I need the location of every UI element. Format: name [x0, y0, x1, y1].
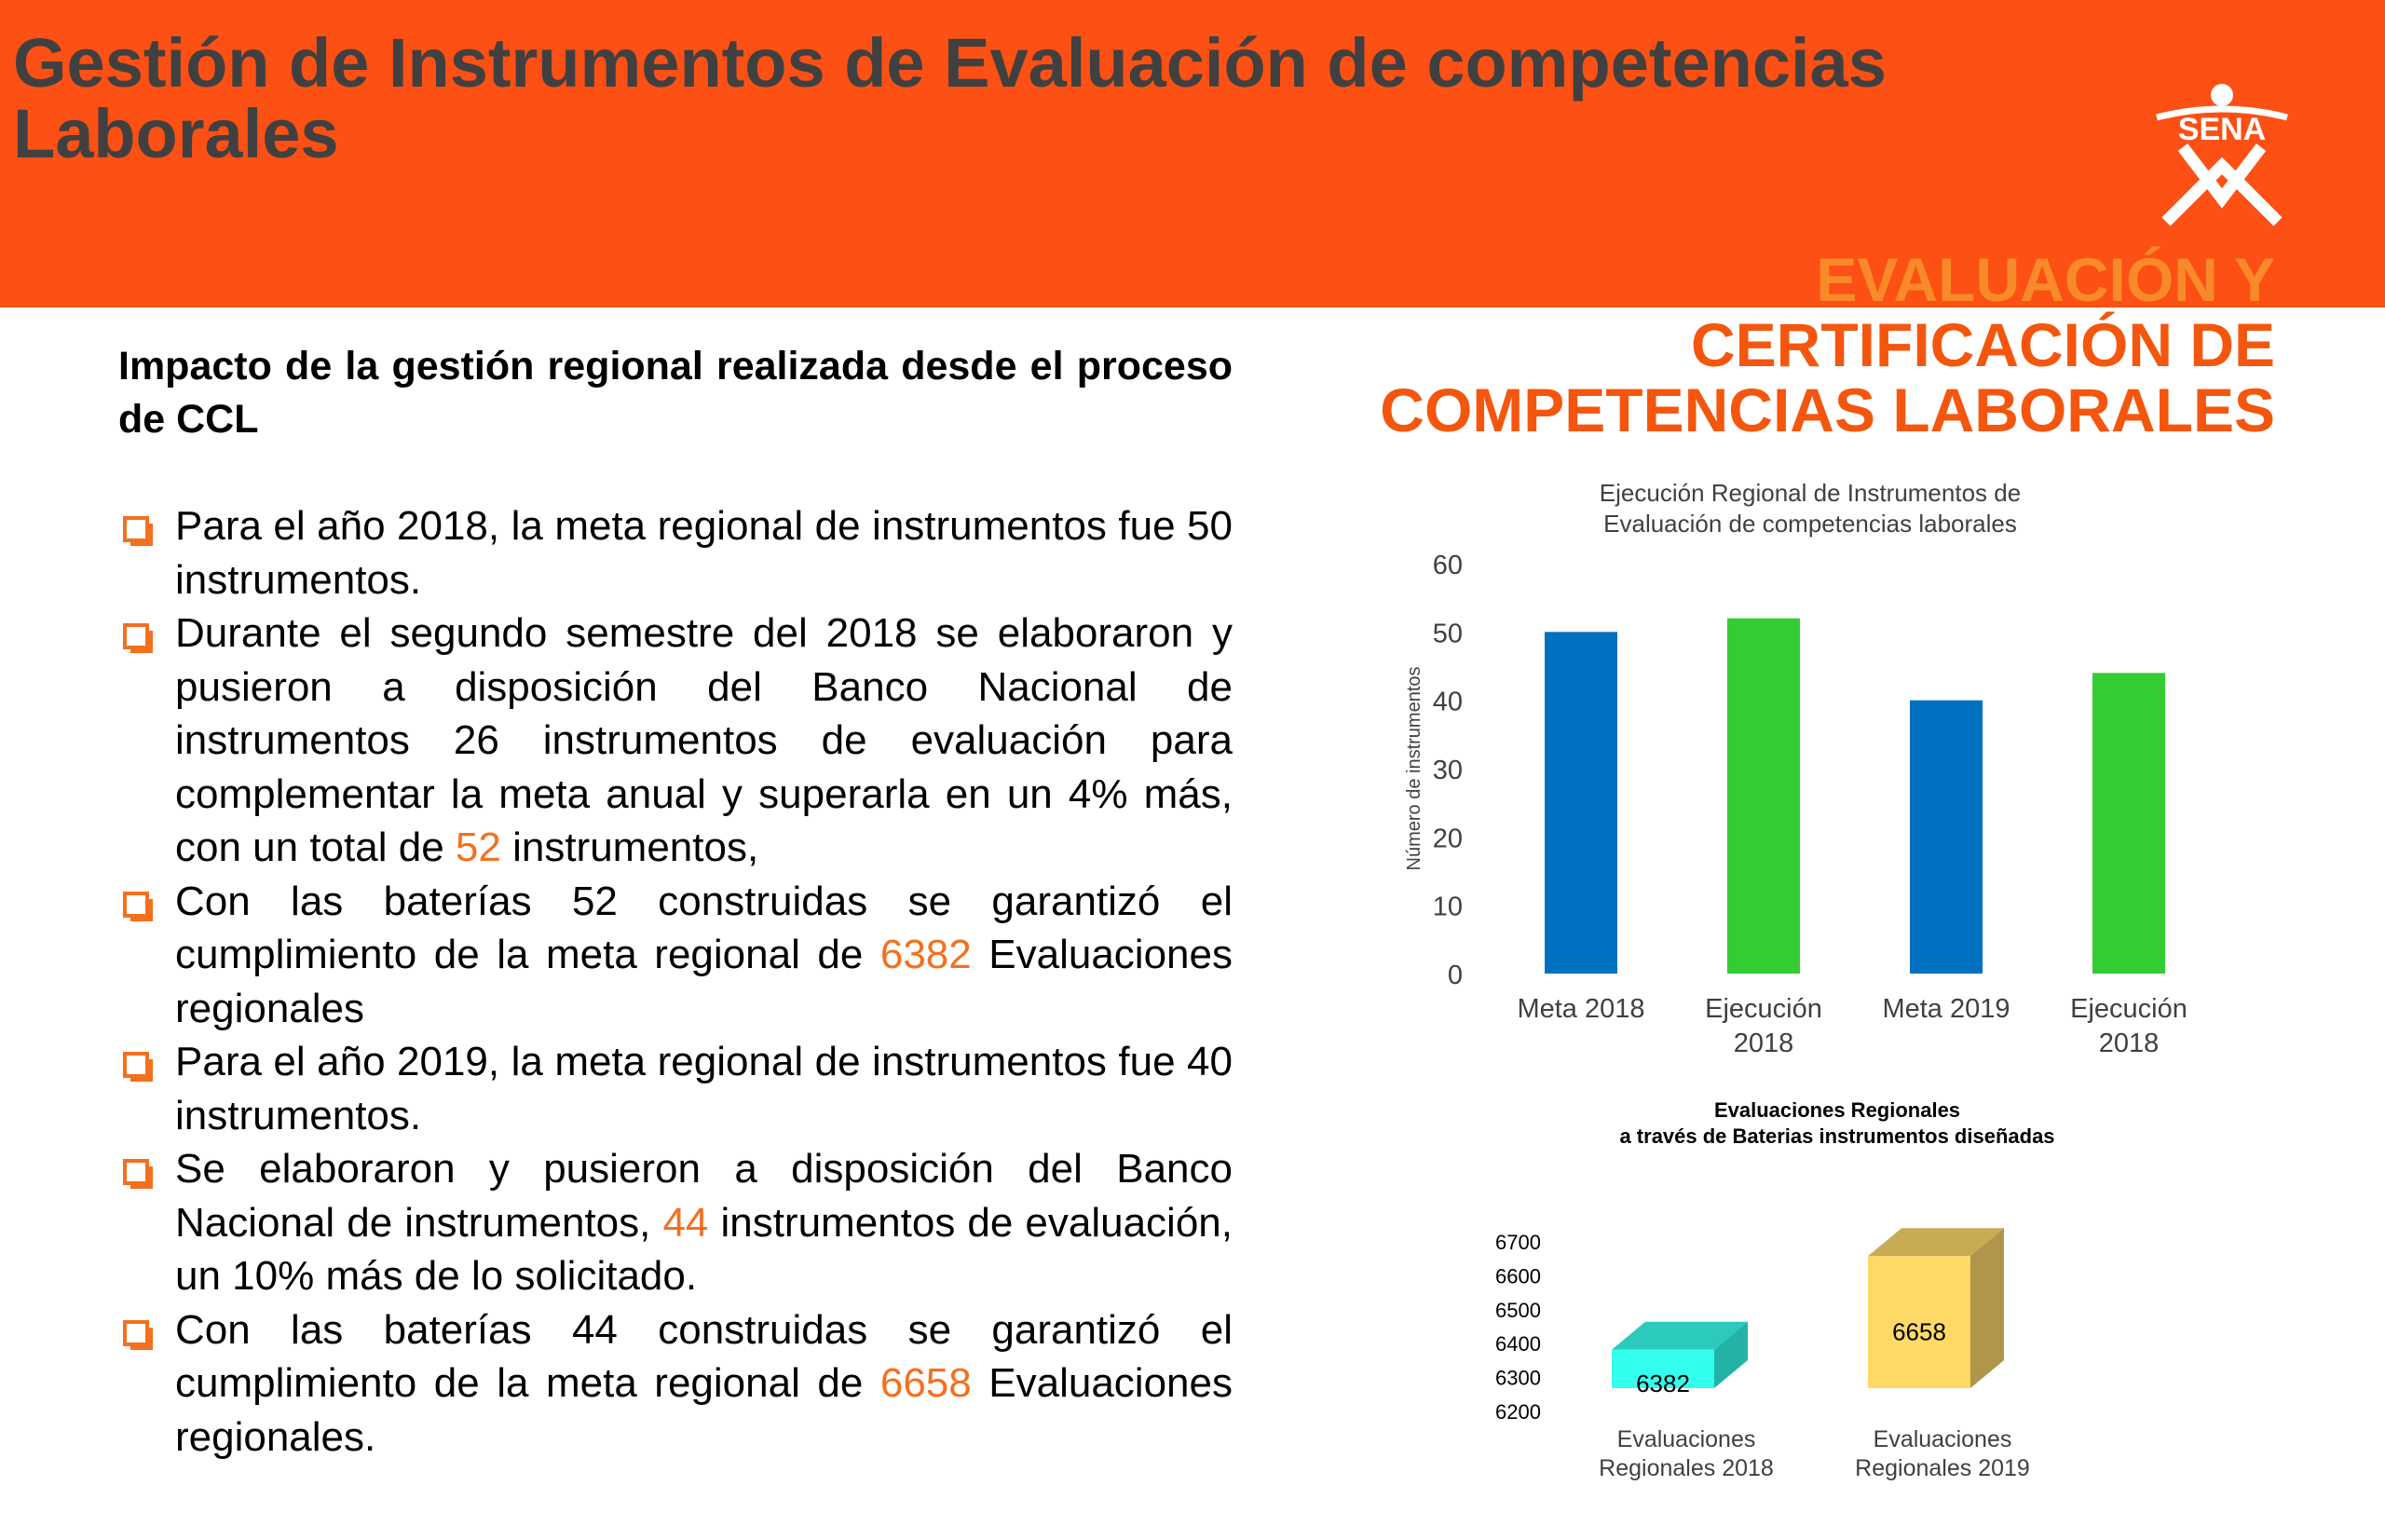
data-label: 6658: [1892, 1317, 1946, 1345]
bar: [1727, 618, 1800, 974]
checkbox-bullet-icon: [123, 623, 153, 653]
bar: [2092, 673, 2165, 974]
bullet-text: Durante el segundo semestre del 2018 se …: [175, 610, 1233, 870]
bar: [1612, 1349, 1714, 1388]
bullet-text: Evaluaciones regionales.: [175, 1360, 1233, 1460]
y-tick-label: 20: [1433, 824, 1463, 853]
y-tick-label: 6200: [1495, 1400, 1541, 1424]
x-tick-label: Ejecución: [1705, 994, 1822, 1024]
svg-text:SENA: SENA: [2178, 112, 2266, 147]
chart-title: a través de Baterias instrumentos diseña…: [1619, 1124, 2054, 1148]
bar-top: [1868, 1228, 2004, 1257]
impact-heading: Impacto de la gestión regional realizada…: [118, 344, 1233, 442]
highlight-number: 44: [662, 1199, 709, 1246]
bar-side: [1714, 1321, 1748, 1388]
bullet-item: Se elaboraron y pusieron a disposición d…: [118, 1142, 1233, 1303]
x-tick-label: Meta 2019: [1882, 994, 2010, 1024]
x-tick-label: 2018: [1734, 1029, 1794, 1058]
bar: [1545, 632, 1617, 974]
impact-text-block: Impacto de la gestión regional realizada…: [118, 340, 1233, 1464]
page-title: Gestión de Instrumentos de Evaluación de…: [13, 24, 1887, 172]
x-tick-label: Ejecución: [2070, 994, 2187, 1024]
sena-logo: SENA: [2156, 84, 2288, 226]
y-tick-label: 40: [1433, 688, 1463, 717]
section-title: EVALUACIÓN Y CERTIFICACIÓN DE COMPETENCI…: [1380, 247, 2275, 443]
y-tick-label: 6600: [1495, 1264, 1541, 1288]
chart-title: Evaluación de competencias laborales: [1603, 510, 2017, 538]
y-tick-label: 60: [1433, 551, 1463, 580]
bullet-text: Se elaboraron y pusieron a disposición d…: [175, 1146, 1233, 1246]
x-tick-label: Regionales 2019: [1855, 1455, 2030, 1481]
bar: [1910, 700, 1983, 974]
y-tick-label: 6300: [1495, 1367, 1541, 1390]
checkbox-bullet-icon: [123, 516, 153, 546]
checkbox-bullet-icon: [123, 891, 153, 921]
y-tick-label: 0: [1448, 961, 1463, 990]
y-tick-label: 6400: [1495, 1332, 1541, 1356]
bar-top: [1612, 1321, 1748, 1350]
bullet-text: Para el año 2018, la meta regional de in…: [175, 503, 1233, 603]
x-tick-label: Meta 2018: [1517, 994, 1644, 1024]
x-tick-label: Evaluaciones: [1617, 1426, 1756, 1452]
chart-title: Ejecución Regional de Instrumentos de: [1600, 479, 2021, 507]
bullet-item: Para el año 2018, la meta regional de in…: [118, 499, 1233, 606]
y-tick-label: 10: [1433, 893, 1463, 922]
header-banner: Gestión de Instrumentos de Evaluación de…: [0, 0, 2385, 307]
section-title-line2: CERTIFICACIÓN DE: [1691, 310, 2275, 379]
checkbox-bullet-icon: [123, 1052, 153, 1082]
bullet-text: instrumentos,: [500, 825, 759, 870]
checkbox-bullet-icon: [123, 1159, 153, 1189]
x-tick-label: Regionales 2018: [1599, 1455, 1774, 1481]
checkbox-bullet-icon: [123, 1319, 153, 1350]
section-title-line3: COMPETENCIAS LABORALES: [1380, 375, 2275, 444]
highlight-number: 6658: [879, 1360, 972, 1406]
y-tick-label: 50: [1433, 619, 1463, 648]
y-axis-label: Número de instrumentos: [1404, 667, 1424, 871]
section-title-line1: EVALUACIÓN Y: [1816, 245, 2275, 314]
bullet-text: Con las baterías 44 construidas se garan…: [175, 1306, 1233, 1407]
bullet-text: Para el año 2019, la meta regional de in…: [175, 1039, 1233, 1138]
data-label: 6382: [1636, 1370, 1690, 1397]
highlight-number: 6382: [879, 932, 972, 977]
y-tick-label: 6700: [1495, 1231, 1541, 1254]
bullet-item: Para el año 2019, la meta regional de in…: [118, 1035, 1233, 1142]
bullet-text: instrumentos de evaluación, un 10% más d…: [175, 1199, 1233, 1300]
x-tick-label: 2018: [2099, 1029, 2160, 1058]
y-tick-label: 6500: [1495, 1299, 1541, 1322]
bar-side: [1970, 1228, 2004, 1388]
y-tick-label: 30: [1433, 756, 1463, 785]
chart-title: Evaluaciones Regionales: [1714, 1098, 1960, 1122]
bullet-list: Para el año 2018, la meta regional de in…: [118, 499, 1233, 1464]
bullet-text: Con las baterías 52 construidas se garan…: [175, 878, 1233, 978]
bullet-item: Con las baterías 44 construidas se garan…: [118, 1303, 1233, 1465]
bullet-item: Durante el segundo semestre del 2018 se …: [118, 606, 1233, 875]
bullet-item: Con las baterías 52 construidas se garan…: [118, 875, 1233, 1036]
bullet-text: Evaluaciones regionales: [175, 932, 1233, 1031]
instrument-execution-chart: Ejecución Regional de Instrumentos de Eva…: [1404, 479, 2187, 1058]
x-tick-label: Evaluaciones: [1874, 1426, 2012, 1452]
highlight-number: 52: [455, 825, 501, 870]
bar: [1868, 1256, 1970, 1388]
